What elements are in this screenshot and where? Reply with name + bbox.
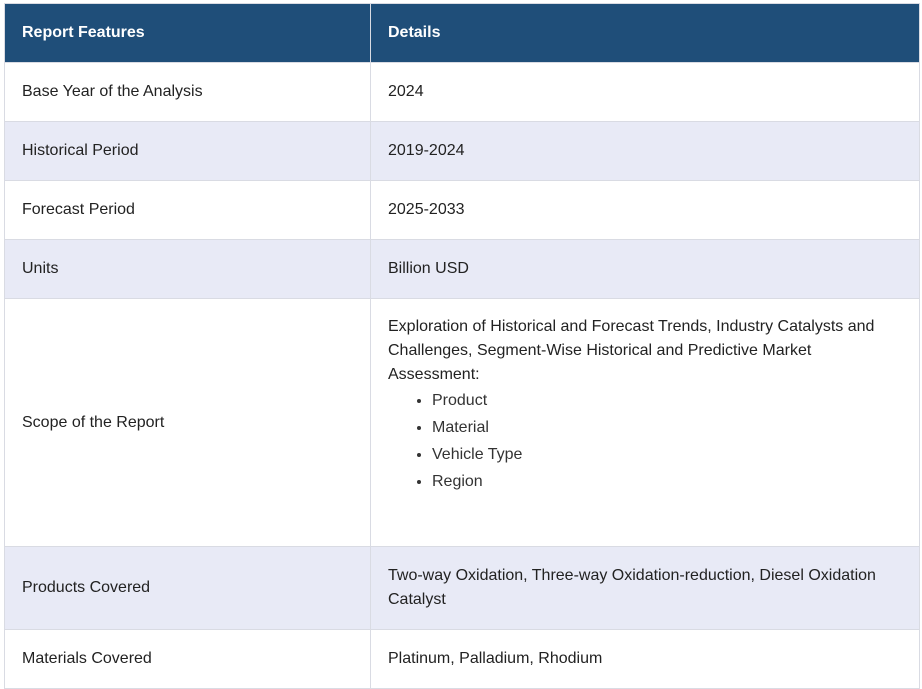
table-row: Materials Covered Platinum, Palladium, R… <box>4 629 920 689</box>
table-row: Products Covered Two-way Oxidation, Thre… <box>4 546 920 630</box>
feature-cell: Materials Covered <box>4 629 371 689</box>
feature-cell: Units <box>4 239 371 299</box>
list-item: Region <box>432 468 903 495</box>
details-cell: 2025-2033 <box>370 180 920 240</box>
table-header: Report Features Details <box>4 3 920 63</box>
feature-cell: Products Covered <box>4 546 371 630</box>
list-item: Product <box>432 387 903 414</box>
header-row: Report Features Details <box>4 3 920 63</box>
table-row: Historical Period 2019-2024 <box>4 121 920 181</box>
header-report-features: Report Features <box>4 3 371 63</box>
report-features-table: Report Features Details Base Year of the… <box>4 3 920 689</box>
table-body: Base Year of the Analysis 2024 Historica… <box>4 62 920 689</box>
details-cell: Platinum, Palladium, Rhodium <box>370 629 920 689</box>
feature-cell: Historical Period <box>4 121 371 181</box>
details-cell: 2024 <box>370 62 920 122</box>
feature-cell: Base Year of the Analysis <box>4 62 371 122</box>
list-item: Vehicle Type <box>432 441 903 468</box>
details-cell: 2019-2024 <box>370 121 920 181</box>
table-row: Base Year of the Analysis 2024 <box>4 62 920 122</box>
feature-cell: Forecast Period <box>4 180 371 240</box>
details-cell: Two-way Oxidation, Three-way Oxidation-r… <box>370 546 920 630</box>
details-cell: Billion USD <box>370 239 920 299</box>
scope-description: Exploration of Historical and Forecast T… <box>388 318 875 383</box>
list-item: Material <box>432 414 903 441</box>
table-row: Forecast Period 2025-2033 <box>4 180 920 240</box>
details-cell: Exploration of Historical and Forecast T… <box>370 298 920 547</box>
table-row: Units Billion USD <box>4 239 920 299</box>
feature-cell: Scope of the Report <box>4 298 371 547</box>
table-row: Scope of the Report Exploration of Histo… <box>4 298 920 547</box>
details-text: Two-way Oxidation, Three-way Oxidation-r… <box>388 567 876 608</box>
header-details: Details <box>370 3 920 63</box>
scope-list: Product Material Vehicle Type Region <box>388 387 903 495</box>
